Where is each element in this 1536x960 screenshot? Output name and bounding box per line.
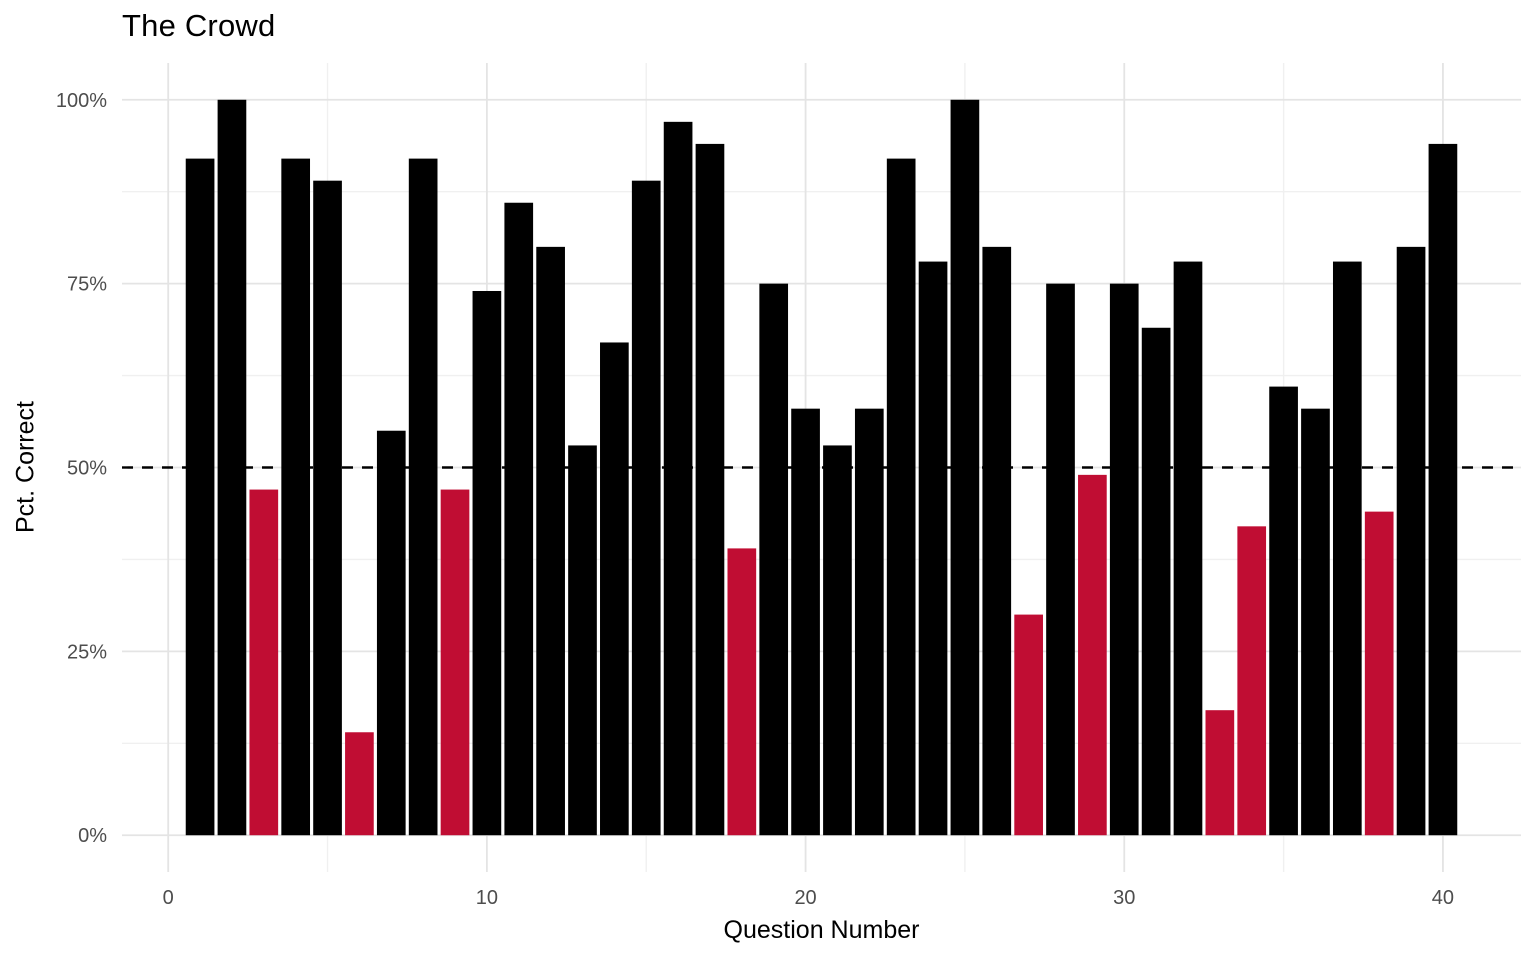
bar-question-9 [440, 489, 470, 836]
bar-question-6 [345, 732, 374, 836]
bar-question-7 [376, 430, 406, 836]
bar-question-39 [1396, 246, 1426, 836]
bar-question-35 [1269, 386, 1298, 836]
bar-question-14 [600, 342, 629, 836]
bar-question-30 [1109, 283, 1139, 836]
bar-question-16 [663, 121, 693, 836]
bar-question-19 [759, 283, 789, 836]
bar-question-18 [727, 548, 757, 836]
bar-question-3 [249, 489, 279, 836]
y-tick-label: 100% [56, 90, 107, 112]
bar-question-21 [823, 445, 852, 836]
x-tick-label: 0 [163, 887, 174, 909]
x-axis-title: Question Number [723, 916, 920, 944]
bar-question-4 [281, 158, 311, 836]
bar-question-23 [886, 158, 916, 836]
bar-question-22 [854, 408, 884, 836]
bar-question-5 [313, 180, 342, 836]
bar-question-33 [1205, 710, 1235, 836]
bar-question-13 [568, 445, 597, 836]
bar-question-10 [472, 290, 502, 836]
bar-question-8 [408, 158, 438, 836]
bar-question-17 [695, 143, 725, 836]
x-tick-label: 10 [476, 887, 498, 909]
bar-question-11 [504, 202, 534, 836]
y-axis-title: Pct. Correct [11, 401, 40, 533]
bar-question-27 [1014, 614, 1043, 836]
bar-question-40 [1428, 143, 1458, 836]
y-tick-label: 0% [78, 825, 107, 847]
bar-question-28 [1046, 283, 1075, 836]
bar-question-34 [1237, 526, 1267, 836]
bar-question-38 [1364, 511, 1394, 836]
bar-question-24 [918, 261, 948, 836]
y-tick-label: 25% [67, 641, 107, 663]
bar-question-32 [1173, 261, 1203, 836]
x-tick-label: 20 [794, 887, 816, 909]
chart-title: The Crowd [122, 8, 276, 43]
bar-question-20 [791, 408, 820, 836]
bar-question-15 [631, 180, 661, 836]
y-tick-label: 50% [67, 458, 107, 480]
x-tick-label: 30 [1113, 887, 1135, 909]
y-tick-label: 75% [67, 274, 107, 296]
bar-question-36 [1301, 408, 1330, 836]
bar-question-29 [1078, 474, 1107, 836]
bar-question-31 [1141, 327, 1171, 836]
bar-question-26 [982, 246, 1012, 836]
bar-question-1 [185, 158, 215, 836]
bar-question-37 [1332, 261, 1362, 836]
bar-question-12 [536, 246, 565, 836]
x-tick-label: 40 [1432, 887, 1454, 909]
